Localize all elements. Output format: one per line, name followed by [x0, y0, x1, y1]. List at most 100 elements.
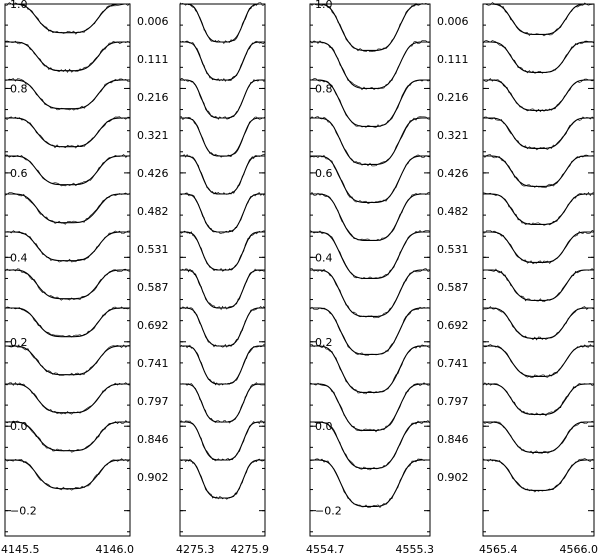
phase-label: 0.482 — [437, 205, 469, 218]
phase-label: 0.846 — [437, 433, 469, 446]
phase-label: 0.006 — [437, 15, 469, 28]
model-profile-0.692 — [5, 307, 130, 338]
phase-label: 0.587 — [437, 281, 469, 294]
observed-profile-0.587 — [179, 268, 266, 311]
phase-label: 0.482 — [137, 205, 169, 218]
model-profile-0.902 — [180, 459, 265, 499]
panel-1: 4145.5 4146.0 1.0 0.8 0.6 0.4 0.2 0.0 −0.2 — [1, 0, 134, 556]
y-tick-label: 0.6 — [10, 167, 28, 180]
observed-profile-0.111 — [4, 40, 131, 73]
model-profile-0.797 — [483, 383, 594, 415]
observed-profile-0.482 — [482, 191, 595, 226]
model-profile-0.006 — [5, 3, 130, 34]
phase-label: 0.846 — [137, 433, 169, 446]
model-profile-0.587 — [180, 269, 265, 309]
observed-profile-0.902 — [482, 458, 595, 493]
model-profile-0.482 — [180, 193, 265, 233]
x-tick-label: 4275.3 — [176, 543, 215, 556]
phase-label: 0.531 — [137, 243, 169, 256]
model-profile-0.426 — [5, 155, 130, 186]
observed-profile-0.902 — [4, 458, 131, 491]
phase-label: 0.006 — [137, 15, 169, 28]
model-profile-0.426 — [180, 155, 265, 195]
observed-profile-0.797 — [4, 382, 131, 415]
observed-profile-0.692 — [4, 306, 131, 338]
phase-label: 0.426 — [137, 167, 169, 180]
model-profile-0.006 — [310, 3, 430, 51]
x-tick-label: 4146.0 — [96, 543, 135, 556]
y-tick-label: 0.2 — [10, 336, 28, 349]
model-profile-0.797 — [180, 383, 265, 423]
panel-4: 4565.4 4566.0 — [479, 2, 598, 556]
observed-profile-0.111 — [482, 40, 595, 74]
model-profile-0.692 — [310, 307, 430, 355]
y-tick-label: 1.0 — [315, 0, 333, 11]
model-profile-0.111 — [5, 41, 130, 72]
observed-profile-0.587 — [482, 268, 595, 303]
panel-frame — [482, 3, 595, 537]
model-profile-0.692 — [483, 307, 594, 339]
observed-profile-0.692 — [179, 305, 266, 348]
model-profile-0.587 — [5, 269, 130, 300]
observed-profile-0.482 — [179, 192, 266, 234]
model-profile-0.531 — [5, 231, 130, 262]
model-profile-0.902 — [310, 459, 430, 507]
phase-label: 0.902 — [137, 471, 169, 484]
y-tick-label: 0.4 — [10, 251, 28, 264]
phase-labels-1: 0.006 0.111 0.216 0.321 0.426 0.482 0.531 0.587… — [137, 15, 169, 484]
phase-labels-2: 0.006 0.111 0.216 0.321 0.426 0.482 0.531 0.587… — [437, 15, 469, 484]
model-profile-0.321 — [483, 117, 594, 149]
x-tick-label: 4275.9 — [231, 543, 270, 556]
observed-profile-0.797 — [179, 382, 265, 424]
model-profile-0.321 — [310, 117, 430, 165]
model-profile-0.426 — [310, 155, 430, 203]
model-profile-0.846 — [483, 421, 594, 453]
model-profile-0.741 — [180, 345, 265, 385]
observed-profile-0.321 — [179, 116, 266, 158]
x-tick-label: 4554.7 — [306, 543, 345, 556]
model-profile-0.216 — [5, 79, 130, 110]
model-profile-0.321 — [180, 117, 265, 157]
model-profile-0.741 — [483, 345, 594, 377]
model-profile-0.531 — [483, 231, 594, 263]
model-profile-0.741 — [5, 345, 130, 376]
observed-profile-0.902 — [309, 458, 431, 509]
panel-2: 4275.3 4275.9 — [176, 2, 270, 556]
observed-profile-0.111 — [179, 40, 266, 82]
model-profile-0.531 — [180, 231, 265, 271]
phase-label: 0.902 — [437, 471, 469, 484]
phase-label: 0.426 — [437, 167, 469, 180]
y-tick-label: 1.0 — [10, 0, 28, 11]
phase-label: 0.531 — [437, 243, 469, 256]
model-profile-0.797 — [5, 383, 130, 414]
observed-profile-0.531 — [482, 230, 595, 265]
model-profile-0.846 — [180, 421, 265, 461]
model-profile-0.006 — [483, 3, 594, 35]
model-profile-0.902 — [5, 459, 130, 490]
observed-profile-0.531 — [4, 230, 130, 263]
model-profile-0.482 — [483, 193, 594, 225]
y-tick-label: 0.0 — [315, 420, 333, 433]
model-profile-0.216 — [483, 79, 594, 111]
phase-label: 0.587 — [137, 281, 169, 294]
phase-label: 0.321 — [137, 129, 169, 142]
phase-label: 0.216 — [437, 91, 469, 104]
model-profile-0.321 — [5, 117, 130, 148]
model-profile-0.216 — [310, 79, 430, 127]
phase-label: 0.111 — [137, 53, 169, 66]
phase-label: 0.321 — [437, 129, 469, 142]
model-profile-0.902 — [483, 459, 594, 491]
x-tick-label: 4565.4 — [479, 543, 518, 556]
phase-label: 0.797 — [437, 395, 469, 408]
observed-profile-0.006 — [482, 2, 595, 37]
observed-profile-0.741 — [482, 344, 595, 378]
model-profile-0.111 — [180, 41, 265, 81]
observed-profile-0.321 — [482, 116, 595, 151]
phase-label: 0.111 — [437, 53, 469, 66]
observed-profile-0.321 — [4, 116, 131, 149]
observed-profile-0.797 — [482, 382, 595, 417]
observed-profile-0.741 — [179, 344, 266, 386]
observed-profile-0.216 — [482, 78, 595, 113]
y-tick-label: 0.8 — [10, 82, 28, 95]
